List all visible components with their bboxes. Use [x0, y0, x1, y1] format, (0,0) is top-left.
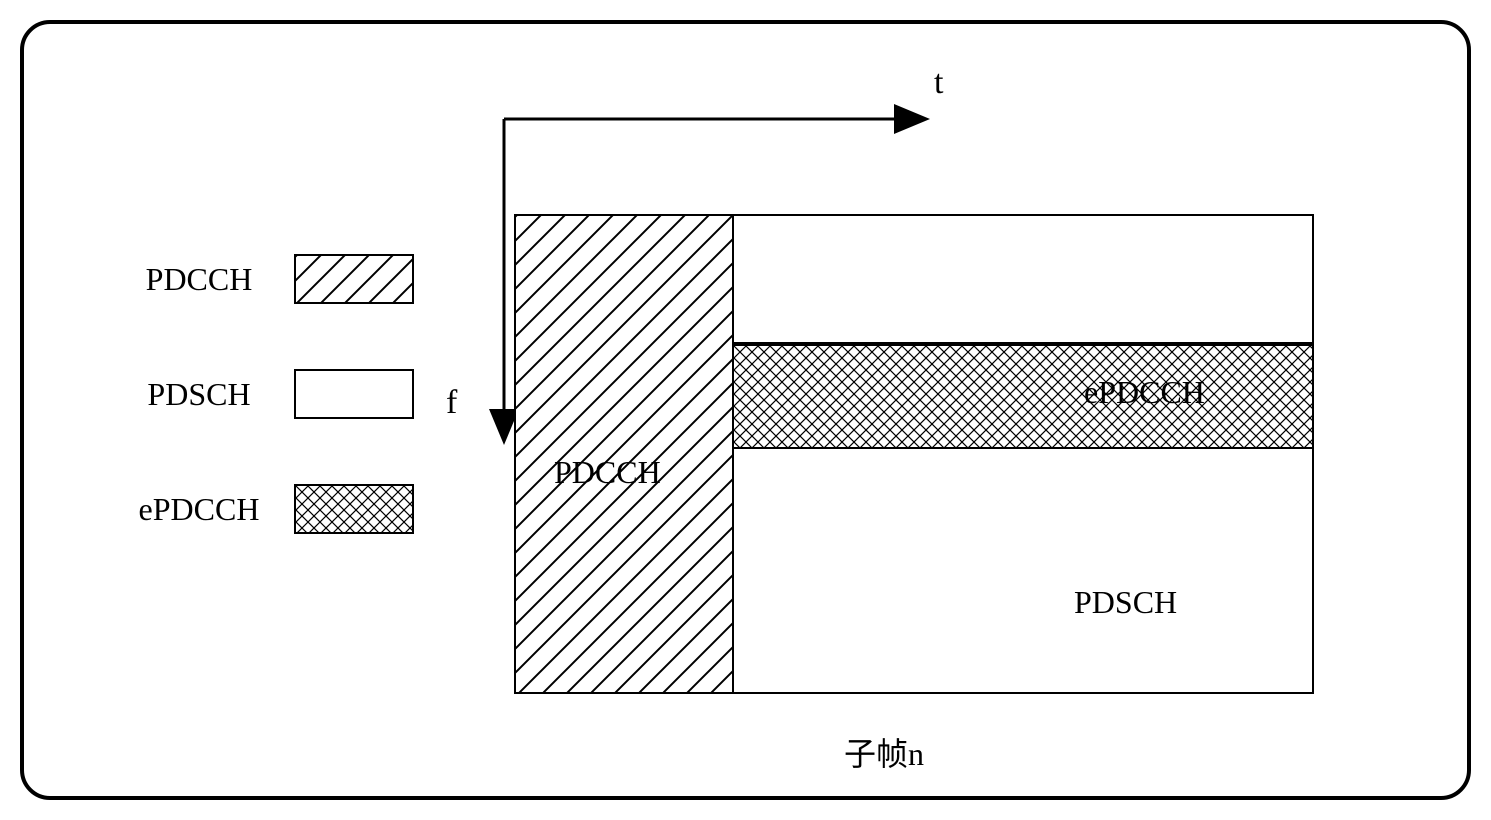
legend-epdcch: ePDCCH [124, 484, 414, 534]
outer-frame: PDCCH PDSCH ePDCCH t f [20, 20, 1471, 800]
legend-pdcch: PDCCH [124, 254, 414, 304]
subframe-caption-text: 子帧 [844, 736, 908, 772]
legend-label-pdsch: PDSCH [124, 376, 274, 413]
legend-swatch-pdsch [294, 369, 414, 419]
legend: PDCCH PDSCH ePDCCH [124, 254, 414, 599]
subframe-caption-var: n [908, 736, 924, 772]
subframe-diagram: PDCCH ePDCCH PDSCH [514, 214, 1314, 694]
axis-f-label: f [446, 384, 457, 422]
legend-pdsch: PDSCH [124, 369, 414, 419]
legend-label-pdcch: PDCCH [124, 261, 274, 298]
pdcch-region-label: PDCCH [554, 454, 661, 491]
subframe-caption: 子帧n [844, 729, 924, 775]
pdsch-bottom-region [734, 449, 1314, 694]
legend-swatch-pdcch [294, 254, 414, 304]
legend-swatch-epdcch [294, 484, 414, 534]
pdsch-bottom-region-label: PDSCH [1074, 584, 1177, 621]
axis-t-label: t [934, 64, 943, 102]
pdsch-top-region [734, 214, 1314, 344]
epdcch-region-label: ePDCCH [1084, 374, 1205, 411]
epdcch-region [734, 344, 1314, 449]
legend-label-epdcch: ePDCCH [124, 491, 274, 528]
